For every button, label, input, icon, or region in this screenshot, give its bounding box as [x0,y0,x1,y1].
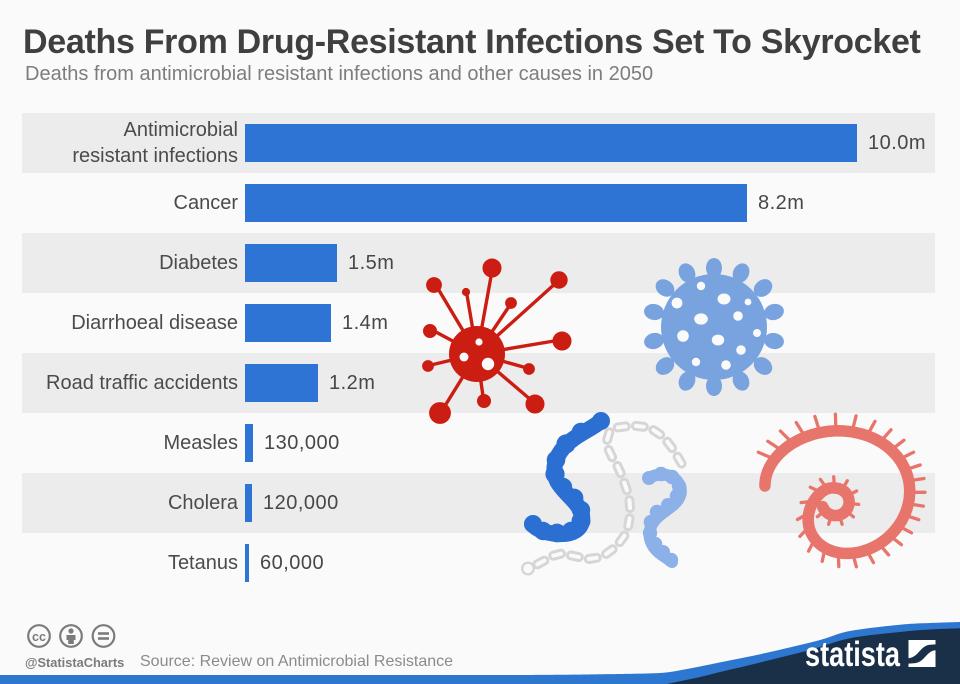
svg-text:@StatistaCharts: @StatistaCharts [25,655,124,670]
svg-text:cc: cc [32,630,46,644]
svg-text:statista: statista [805,635,900,674]
svg-text:Source: Review on Antimicrobia: Source: Review on Antimicrobial Resistan… [140,653,453,670]
